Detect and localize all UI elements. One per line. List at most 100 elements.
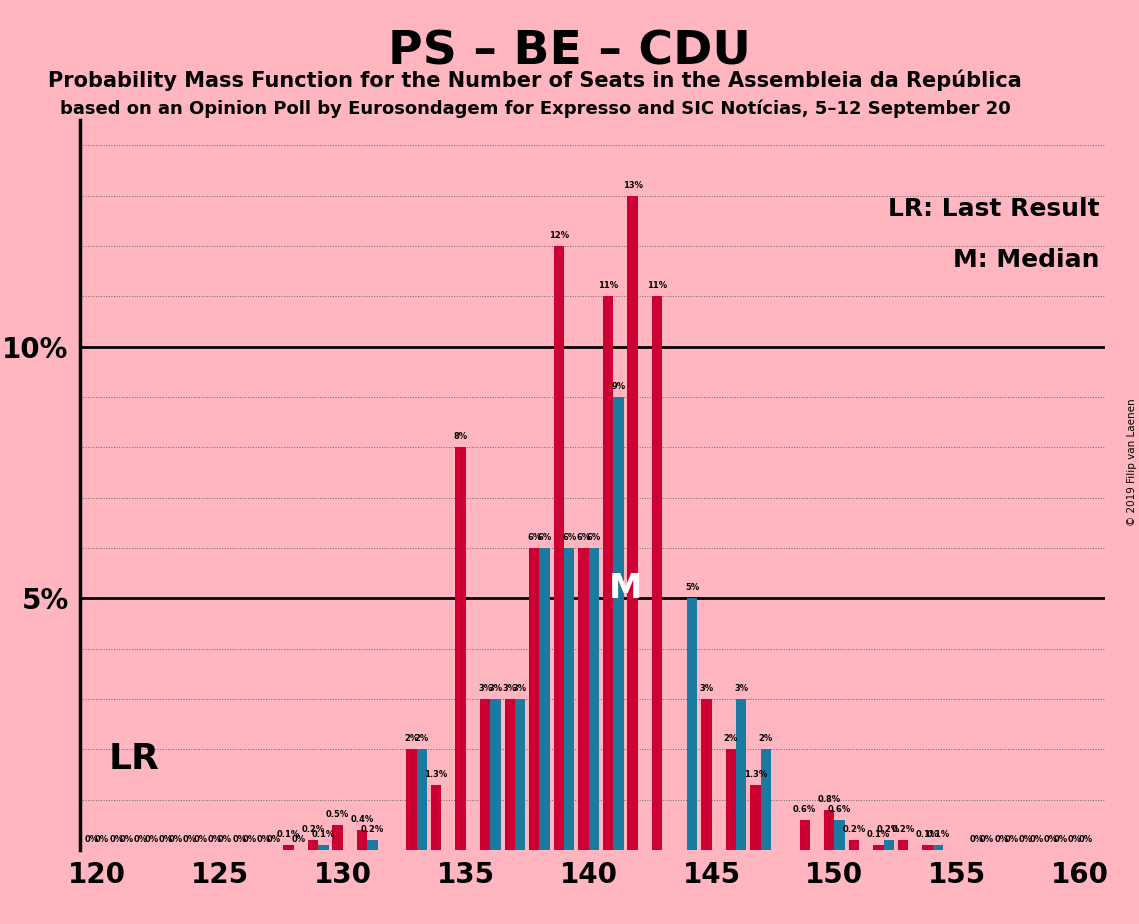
Text: © 2019 Filip van Laenen: © 2019 Filip van Laenen — [1128, 398, 1137, 526]
Bar — [761, 749, 771, 850]
Text: 1.3%: 1.3% — [744, 770, 768, 779]
Text: 0.1%: 0.1% — [916, 830, 940, 839]
Bar — [456, 447, 466, 850]
Text: 6%: 6% — [527, 533, 541, 542]
Text: 0.8%: 0.8% — [818, 795, 841, 804]
Text: 13%: 13% — [623, 180, 642, 189]
Text: 3%: 3% — [735, 684, 748, 693]
Text: 0%: 0% — [1019, 835, 1033, 844]
Text: 3%: 3% — [478, 684, 492, 693]
Text: 0.2%: 0.2% — [302, 825, 325, 834]
Text: 0%: 0% — [109, 835, 123, 844]
Text: 0.1%: 0.1% — [277, 830, 300, 839]
Text: 0.1%: 0.1% — [926, 830, 950, 839]
Text: 0%: 0% — [969, 835, 984, 844]
Text: 11%: 11% — [647, 281, 667, 290]
Text: 2%: 2% — [723, 735, 738, 743]
Text: 0.2%: 0.2% — [892, 825, 915, 834]
Text: 0%: 0% — [120, 835, 133, 844]
Bar — [579, 548, 589, 850]
Bar — [603, 297, 613, 850]
Bar — [554, 246, 564, 850]
Bar — [540, 548, 550, 850]
Text: PS – BE – CDU: PS – BE – CDU — [388, 30, 751, 75]
Bar — [726, 749, 736, 850]
Text: 0.1%: 0.1% — [867, 830, 890, 839]
Text: 5%: 5% — [685, 583, 699, 592]
Text: M: M — [609, 572, 642, 605]
Text: based on an Opinion Poll by Eurosondagem for Expresso and SIC Notícias, 5–12 Sep: based on an Opinion Poll by Eurosondagem… — [60, 100, 1010, 118]
Bar — [652, 297, 663, 850]
Text: 2%: 2% — [415, 735, 428, 743]
Text: 0%: 0% — [292, 835, 306, 844]
Text: 3%: 3% — [489, 684, 502, 693]
Text: 0%: 0% — [169, 835, 183, 844]
Bar — [751, 784, 761, 850]
Text: 0%: 0% — [218, 835, 232, 844]
Text: 0%: 0% — [207, 835, 222, 844]
Bar — [308, 840, 318, 850]
Text: 3%: 3% — [699, 684, 713, 693]
Text: M: Median: M: Median — [953, 248, 1099, 272]
Text: 2%: 2% — [404, 735, 418, 743]
Bar — [884, 840, 894, 850]
Text: 0.5%: 0.5% — [326, 809, 350, 819]
Bar — [417, 749, 427, 850]
Bar — [589, 548, 599, 850]
Bar — [490, 699, 500, 850]
Text: 0.2%: 0.2% — [361, 825, 384, 834]
Text: 1.3%: 1.3% — [425, 770, 448, 779]
Text: 8%: 8% — [453, 432, 468, 442]
Text: 0%: 0% — [158, 835, 173, 844]
Bar — [736, 699, 746, 850]
Text: 0%: 0% — [980, 835, 994, 844]
Text: 0%: 0% — [194, 835, 207, 844]
Text: 0%: 0% — [1030, 835, 1043, 844]
Text: 0%: 0% — [243, 835, 256, 844]
Text: 0%: 0% — [1005, 835, 1018, 844]
Bar — [613, 397, 623, 850]
Bar — [628, 196, 638, 850]
Bar — [505, 699, 515, 850]
Text: 6%: 6% — [587, 533, 601, 542]
Bar — [530, 548, 540, 850]
Text: 0%: 0% — [256, 835, 271, 844]
Bar — [898, 840, 908, 850]
Text: 0%: 0% — [134, 835, 148, 844]
Text: 6%: 6% — [576, 533, 590, 542]
Text: 12%: 12% — [549, 231, 568, 240]
Text: 0%: 0% — [994, 835, 1008, 844]
Bar — [284, 845, 294, 850]
Text: 3%: 3% — [513, 684, 527, 693]
Text: 0%: 0% — [1068, 835, 1082, 844]
Text: 6%: 6% — [562, 533, 576, 542]
Text: 0%: 0% — [1079, 835, 1092, 844]
Text: Probability Mass Function for the Number of Seats in the Assembleia da República: Probability Mass Function for the Number… — [49, 69, 1022, 91]
Text: 0%: 0% — [95, 835, 109, 844]
Bar — [687, 599, 697, 850]
Text: 11%: 11% — [598, 281, 618, 290]
Text: 0.6%: 0.6% — [793, 805, 817, 814]
Text: 0%: 0% — [1054, 835, 1068, 844]
Bar — [318, 845, 328, 850]
Bar — [835, 820, 845, 850]
Text: 0%: 0% — [232, 835, 246, 844]
Text: 0.4%: 0.4% — [351, 815, 374, 824]
Text: 0%: 0% — [145, 835, 158, 844]
Text: 0.2%: 0.2% — [842, 825, 866, 834]
Text: 3%: 3% — [502, 684, 517, 693]
Text: 0.6%: 0.6% — [828, 805, 851, 814]
Bar — [702, 699, 712, 850]
Text: LR: Last Result: LR: Last Result — [888, 197, 1099, 221]
Bar — [407, 749, 417, 850]
Text: 6%: 6% — [538, 533, 551, 542]
Bar — [800, 820, 810, 850]
Bar — [825, 809, 835, 850]
Text: 0%: 0% — [84, 835, 99, 844]
Text: 0%: 0% — [1043, 835, 1058, 844]
Bar — [333, 825, 343, 850]
Text: 0%: 0% — [183, 835, 197, 844]
Bar — [515, 699, 525, 850]
Text: 2%: 2% — [759, 735, 773, 743]
Bar — [357, 830, 368, 850]
